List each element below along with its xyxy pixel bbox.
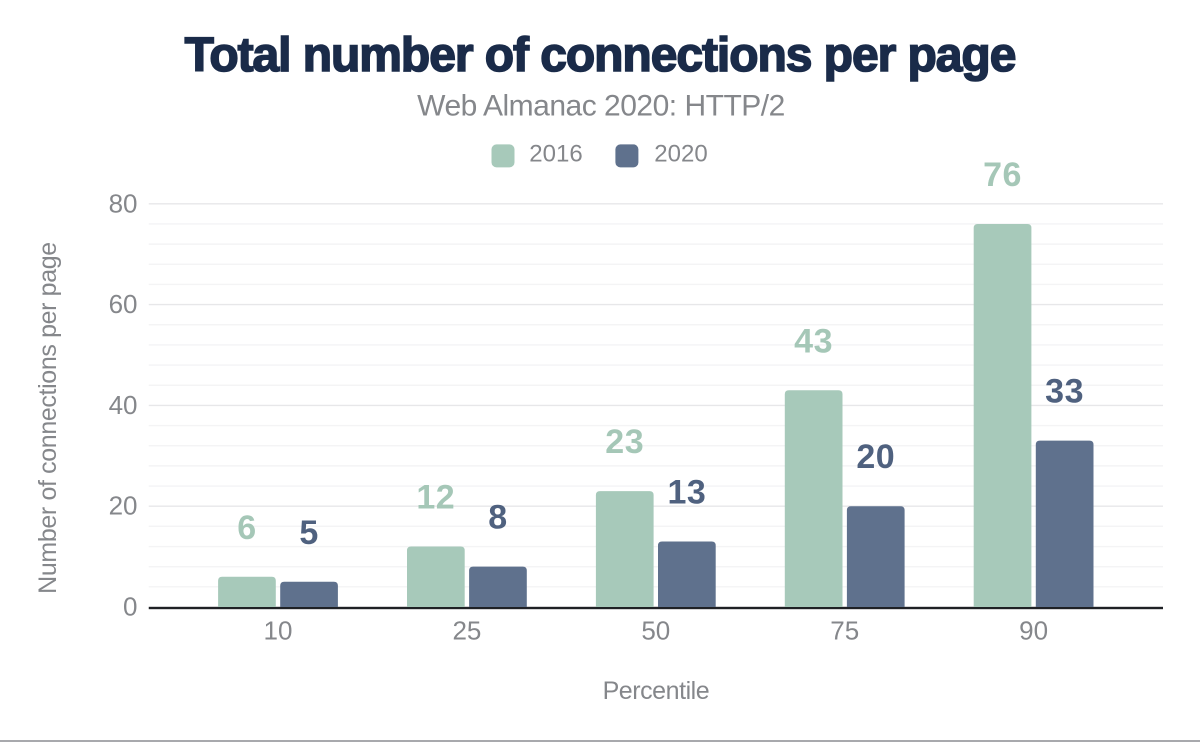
svg-text:12: 12 [416,479,455,517]
svg-text:33: 33 [1045,373,1084,411]
svg-text:5: 5 [299,514,318,552]
svg-text:13: 13 [667,474,706,512]
svg-text:8: 8 [488,499,507,537]
svg-text:2016: 2016 [529,141,582,168]
svg-text:60: 60 [109,289,138,319]
svg-text:43: 43 [794,322,833,360]
svg-text:0: 0 [123,592,137,622]
svg-text:6: 6 [237,509,256,547]
svg-text:40: 40 [109,390,138,420]
svg-text:Percentile: Percentile [603,677,710,705]
svg-text:Number of connections per page: Number of connections per page [34,242,62,594]
svg-text:10: 10 [264,616,293,646]
svg-text:80: 80 [109,188,138,218]
svg-text:76: 76 [983,156,1022,194]
svg-text:Web Almanac 2020: HTTP/2: Web Almanac 2020: HTTP/2 [417,89,785,122]
svg-text:Total number of connections pe: Total number of connections per page [185,29,1016,82]
svg-text:23: 23 [605,423,644,461]
svg-text:20: 20 [856,438,895,476]
svg-text:75: 75 [830,616,859,646]
svg-text:50: 50 [641,616,670,646]
svg-text:90: 90 [1019,616,1048,646]
svg-text:25: 25 [452,616,481,646]
svg-text:2020: 2020 [654,141,707,168]
svg-text:20: 20 [109,491,138,521]
